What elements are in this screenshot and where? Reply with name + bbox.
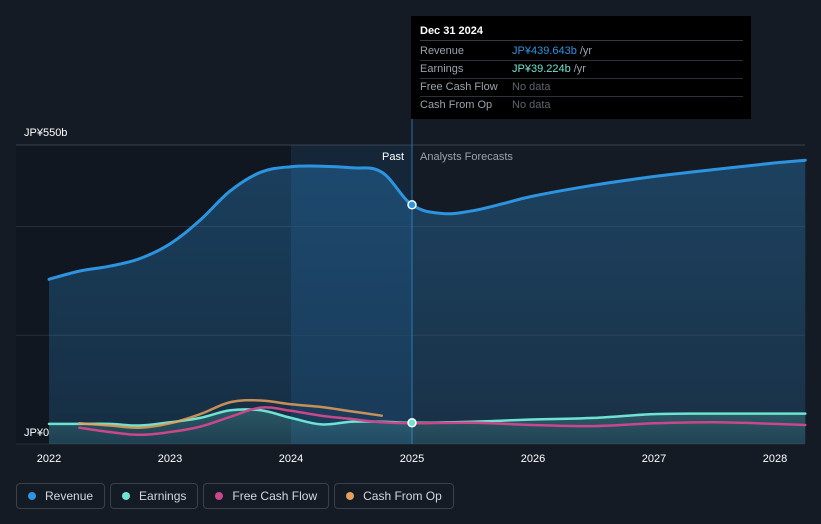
tooltip-value: JP¥439.643b [512, 45, 577, 57]
x-tick-label: 2025 [400, 453, 424, 465]
revenue-dot-icon [28, 492, 36, 500]
x-tick-label: 2023 [158, 453, 182, 465]
earnings-dot-icon [122, 492, 131, 500]
tooltip-row-earnings: Earnings JP¥39.224b /yr [420, 61, 743, 79]
free-cash-flow-line [78, 406, 807, 437]
legend-label: Earnings [139, 489, 187, 503]
y-tick-label: JP¥0 [24, 427, 49, 439]
tooltip-value: JP¥39.224b [512, 63, 571, 75]
legend-label: Revenue [45, 489, 94, 503]
tooltip-row-cash-from-op: Cash From Op No data [420, 97, 743, 114]
x-tick-label: 2027 [642, 453, 666, 465]
y-tick-label: JP¥550b [24, 127, 67, 139]
x-tick-label: 2028 [763, 453, 787, 465]
tooltip-label: Free Cash Flow [420, 81, 498, 93]
tooltip-label: Cash From Op [420, 99, 493, 111]
tooltip-row-free-cash-flow: Free Cash Flow No data [420, 79, 743, 97]
tooltip-value: No data [512, 81, 551, 93]
past-label: Past [382, 151, 404, 163]
x-tick-label: 2026 [521, 453, 545, 465]
tooltip: Dec 31 2024 Revenue JP¥439.643b /yr Earn… [411, 16, 751, 119]
earnings-line [47, 408, 807, 427]
cash-from-op-dot-icon [346, 492, 355, 500]
forecast-label: Analysts Forecasts [420, 151, 513, 163]
revenue-marker [407, 200, 417, 210]
earnings-marker [407, 418, 417, 428]
tooltip-value: No data [512, 99, 551, 111]
tooltip-label: Earnings [420, 63, 464, 75]
legend-item-earnings[interactable]: Earnings [110, 483, 199, 509]
earnings-area [49, 409, 806, 444]
free-cash-flow-dot-icon [215, 492, 224, 500]
x-tick-label: 2024 [279, 453, 303, 465]
tooltip-unit: /yr [573, 63, 586, 75]
legend-item-revenue[interactable]: Revenue [16, 483, 106, 509]
tooltip-unit: /yr [579, 45, 593, 57]
legend-label: Free Cash Flow [232, 489, 318, 503]
legend-item-free-cash-flow[interactable]: Free Cash Flow [203, 483, 330, 509]
legend: Revenue Earnings Free Cash Flow Cash Fro… [16, 483, 454, 509]
legend-item-cash-from-op[interactable]: Cash From Op [334, 483, 454, 509]
revenue-line [47, 158, 807, 281]
tooltip-row-revenue: Revenue JP¥439.643b /yr [420, 43, 743, 61]
tooltip-label: Revenue [420, 45, 465, 57]
x-tick-label: 2022 [37, 453, 61, 465]
revenue-area [49, 160, 806, 444]
cash-from-op-line [78, 398, 384, 430]
tooltip-date: Dec 31 2024 [420, 22, 743, 41]
legend-label: Cash From Op [363, 489, 442, 503]
